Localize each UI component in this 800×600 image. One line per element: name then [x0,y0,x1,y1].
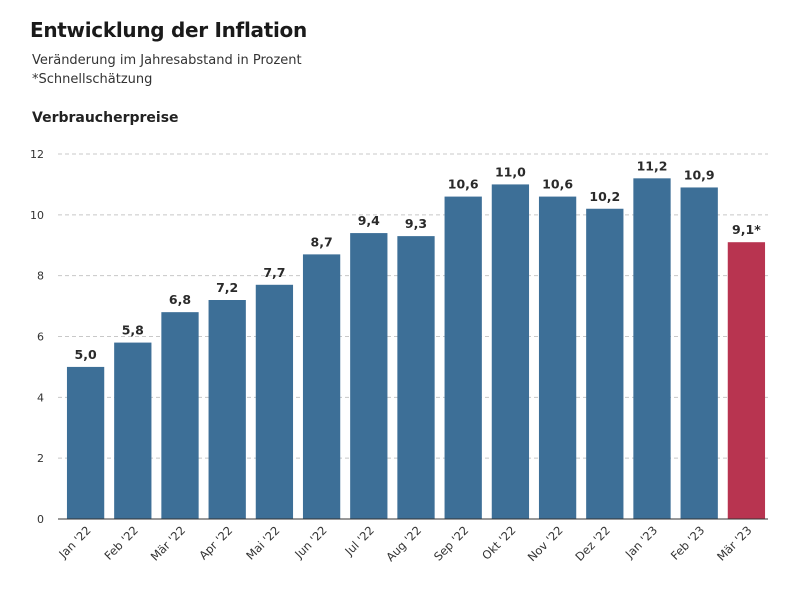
data-label: 10,9 [684,167,715,182]
chart-subtitle: Veränderung im Jahresabstand in Prozent [32,53,302,68]
x-tick-label: Mai '22 [243,523,282,562]
x-tick-label: Aug '22 [383,523,424,564]
bar [538,196,577,520]
x-tick-label: Jan '22 [55,523,93,561]
bar [633,178,671,520]
data-label: 5,0 [75,347,97,362]
section-title: Verbraucherpreise [32,110,179,126]
data-label: 5,8 [122,323,144,338]
y-tick-label: 0 [37,513,44,526]
estimate-note: *Schnellschätzung [32,72,153,87]
data-label: 11,2 [637,158,668,173]
data-label: 7,7 [263,265,285,280]
y-tick-label: 6 [37,331,44,344]
bar [444,196,482,520]
bar [302,254,341,519]
x-tick-label: Feb '23 [668,523,707,562]
x-tick-label: Nov '22 [525,523,566,564]
bar [350,233,388,520]
chart-title: Entwicklung der Inflation [30,18,307,42]
x-tick-label: Dez '22 [572,523,613,564]
bar [114,342,152,519]
data-label: 10,6 [542,177,573,192]
x-tick-label: Jun '22 [291,523,329,561]
data-label: 9,4 [358,213,380,228]
bar [491,184,530,519]
y-tick-label: 10 [30,209,44,222]
bar [586,208,624,519]
x-tick-label: Mär '23 [714,523,754,563]
x-tick-label: Feb '22 [101,523,140,562]
x-tick-label: Sep '22 [431,523,471,563]
bar [208,300,246,519]
bar [66,366,105,519]
x-tick-label: Jan '23 [622,523,660,561]
data-label: 6,8 [169,292,191,307]
y-tick-label: 8 [37,270,44,283]
y-tick-label: 4 [37,391,44,404]
data-label: 7,2 [216,280,238,295]
x-tick-label: Okt '22 [479,523,518,562]
bar [680,187,718,520]
bar [397,236,435,519]
y-tick-label: 2 [37,452,44,465]
bar [255,284,294,519]
data-label: 10,2 [589,189,620,204]
data-label: 9,1* [732,222,761,237]
x-tick-label: Mär '22 [148,523,188,563]
x-tick-label: Apr '22 [196,523,235,562]
y-tick-label: 12 [30,148,44,161]
x-tick-label: Jul '22 [341,523,377,559]
bar [161,312,199,519]
data-label: 8,7 [311,234,333,249]
data-label: 11,0 [495,164,526,179]
data-label: 10,6 [448,177,479,192]
bar [727,242,766,520]
data-label: 9,3 [405,216,427,231]
